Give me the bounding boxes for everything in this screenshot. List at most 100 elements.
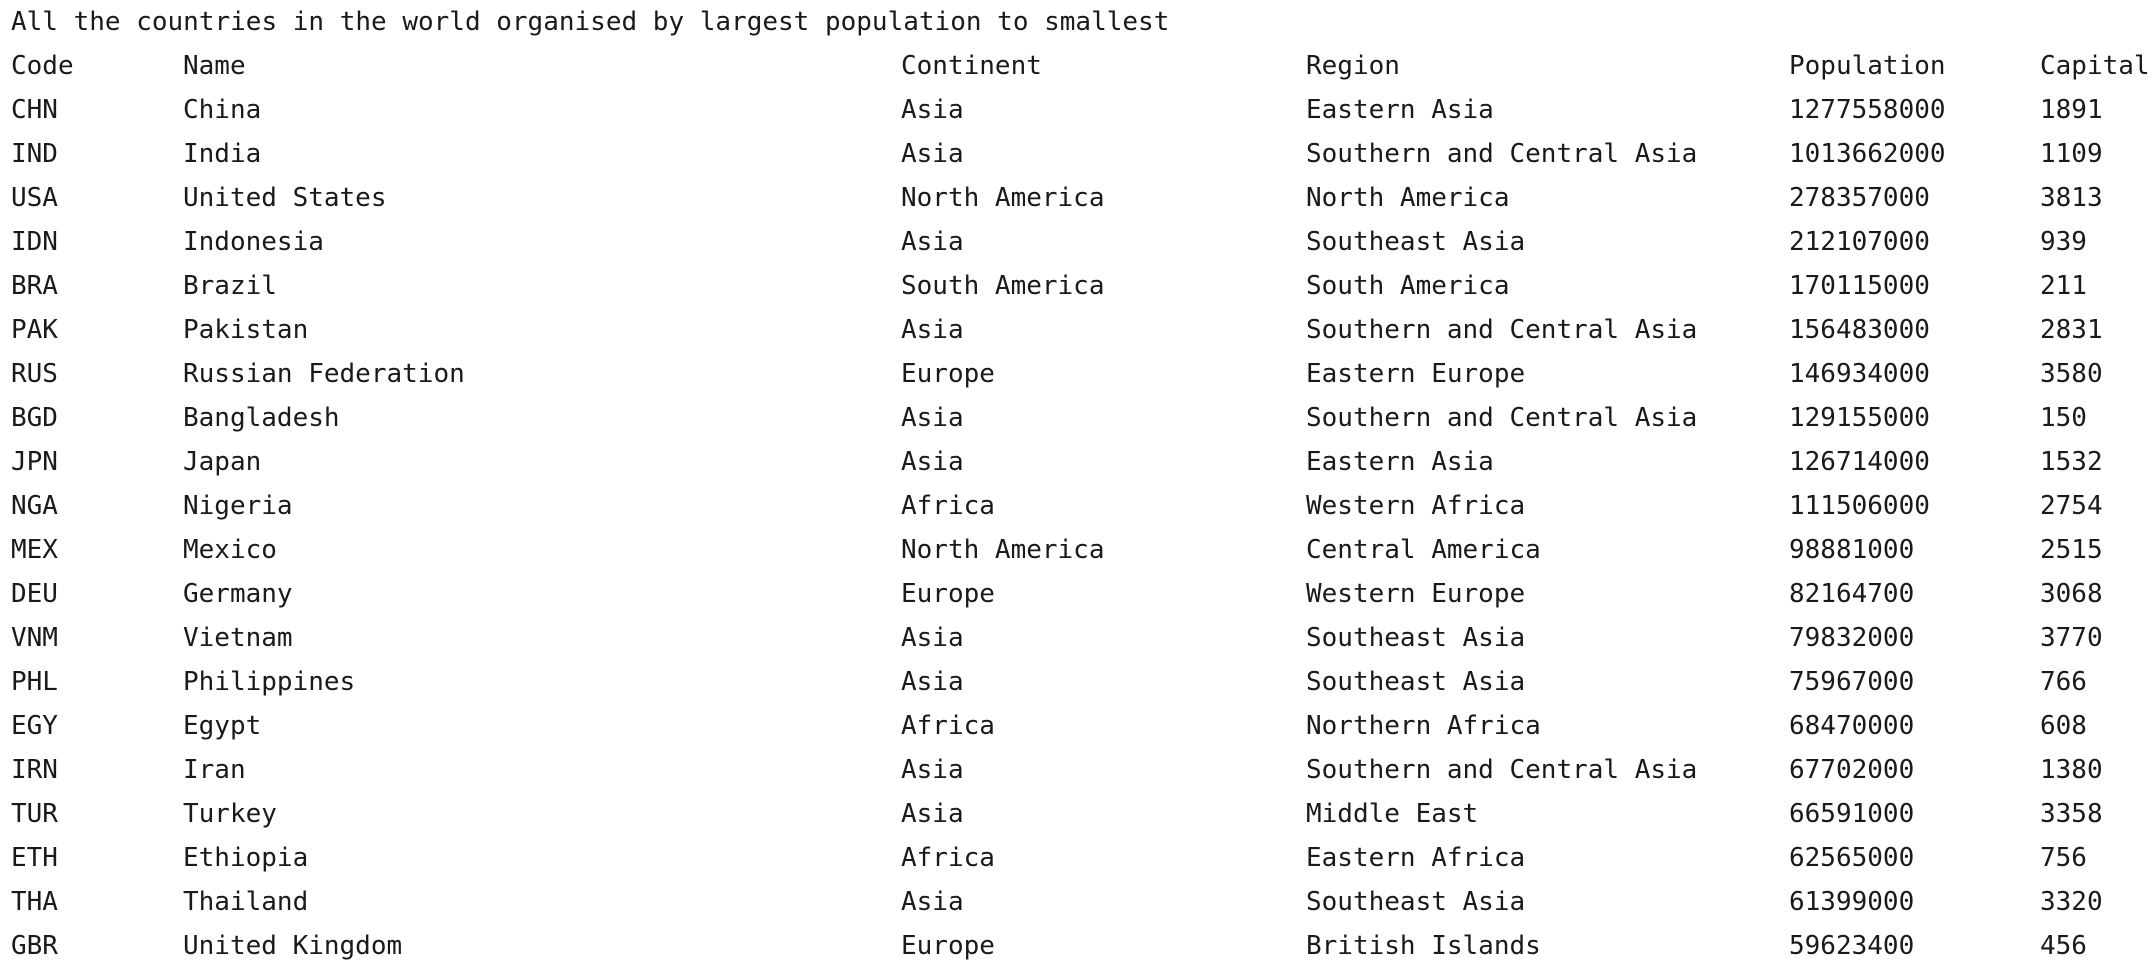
cell-region: Southeast Asia <box>1306 887 1526 917</box>
cell-population: 79832000 <box>1789 623 1915 653</box>
report-title: All the countries in the world organised… <box>11 7 1170 37</box>
cell-continent: South America <box>901 271 1105 301</box>
cell-code: ETH <box>11 843 58 873</box>
cell-population: 212107000 <box>1789 227 1930 257</box>
cell-region: North America <box>1306 183 1510 213</box>
cell-name: Vietnam <box>183 623 293 653</box>
cell-region: Southeast Asia <box>1306 227 1526 257</box>
cell-population: 1277558000 <box>1789 95 1946 125</box>
table-row: BGD Bangladesh Asia Southern and Central As… <box>11 396 2154 440</box>
cell-population: 146934000 <box>1789 359 1930 389</box>
table-row: THA Thailand Asia Southeast Asia 61399000 332… <box>11 880 2154 924</box>
cell-code: RUS <box>11 359 58 389</box>
cell-continent: Asia <box>901 623 964 653</box>
cell-capital: 3580 <box>2040 359 2103 389</box>
cell-continent: Asia <box>901 887 964 917</box>
table-row: MEX Mexico North America Central America 988… <box>11 528 2154 572</box>
cell-capital: 939 <box>2040 227 2087 257</box>
cell-population: 129155000 <box>1789 403 1930 433</box>
cell-name: Turkey <box>183 799 277 829</box>
cell-region: Southeast Asia <box>1306 623 1526 653</box>
cell-region: South America <box>1306 271 1510 301</box>
cell-population: 170115000 <box>1789 271 1930 301</box>
cell-code: BGD <box>11 403 58 433</box>
cell-region: Middle East <box>1306 799 1479 829</box>
cell-region: Western Europe <box>1306 579 1526 609</box>
cell-continent: Asia <box>901 95 964 125</box>
cell-name: United Kingdom <box>183 931 403 961</box>
cell-population: 156483000 <box>1789 315 1930 345</box>
cell-population: 111506000 <box>1789 491 1930 521</box>
table-row: GBR United Kingdom Europe British Islands 59… <box>11 924 2154 968</box>
table-row: TUR Turkey Asia Middle East 66591000 3358 <box>11 792 2154 836</box>
cell-capital: 1532 <box>2040 447 2103 477</box>
cell-code: IDN <box>11 227 58 257</box>
header-capital: Capital <box>2040 51 2150 81</box>
cell-continent: Asia <box>901 315 964 345</box>
cell-name: Thailand <box>183 887 309 917</box>
table-row: IDN Indonesia Asia Southeast Asia 212107000 9… <box>11 220 2154 264</box>
cell-name: Germany <box>183 579 293 609</box>
cell-continent: Europe <box>901 931 995 961</box>
cell-code: PHL <box>11 667 58 697</box>
cell-code: PAK <box>11 315 58 345</box>
table-row: DEU Germany Europe Western Europe 82164700 30… <box>11 572 2154 616</box>
cell-population: 75967000 <box>1789 667 1915 697</box>
cell-continent: Asia <box>901 139 964 169</box>
cell-region: Southern and Central Asia <box>1306 315 1698 345</box>
table-row: CHN China Asia Eastern Asia 1277558000 1891 <box>11 88 2154 132</box>
table-row: IND India Asia Southern and Central Asia 101… <box>11 132 2154 176</box>
cell-region: Southeast Asia <box>1306 667 1526 697</box>
cell-continent: Africa <box>901 843 995 873</box>
cell-population: 66591000 <box>1789 799 1915 829</box>
cell-name: Russian Federation <box>183 359 465 389</box>
cell-name: China <box>183 95 262 125</box>
cell-continent: Africa <box>901 491 995 521</box>
cell-capital: 608 <box>2040 711 2087 741</box>
cell-name: Indonesia <box>183 227 324 257</box>
cell-code: NGA <box>11 491 58 521</box>
cell-continent: Europe <box>901 359 995 389</box>
cell-capital: 3358 <box>2040 799 2103 829</box>
cell-continent: Asia <box>901 799 964 829</box>
cell-population: 1013662000 <box>1789 139 1946 169</box>
table-row: PAK Pakistan Asia Southern and Central Asia… <box>11 308 2154 352</box>
cell-continent: Europe <box>901 579 995 609</box>
cell-region: British Islands <box>1306 931 1541 961</box>
cell-population: 278357000 <box>1789 183 1930 213</box>
cell-code: VNM <box>11 623 58 653</box>
cell-code: JPN <box>11 447 58 477</box>
cell-code: USA <box>11 183 58 213</box>
cell-capital: 3813 <box>2040 183 2103 213</box>
cell-region: Eastern Asia <box>1306 447 1494 477</box>
cell-population: 98881000 <box>1789 535 1915 565</box>
cell-name: Brazil <box>183 271 277 301</box>
cell-code: DEU <box>11 579 58 609</box>
cell-continent: Asia <box>901 447 964 477</box>
table-row: PHL Philippines Asia Southeast Asia 75967000… <box>11 660 2154 704</box>
header-continent: Continent <box>901 51 1042 81</box>
cell-population: 82164700 <box>1789 579 1915 609</box>
cell-capital: 2515 <box>2040 535 2103 565</box>
cell-capital: 150 <box>2040 403 2087 433</box>
cell-population: 67702000 <box>1789 755 1915 785</box>
cell-capital: 756 <box>2040 843 2087 873</box>
cell-code: IRN <box>11 755 58 785</box>
cell-region: Southern and Central Asia <box>1306 403 1698 433</box>
cell-name: Bangladesh <box>183 403 340 433</box>
cell-capital: 1891 <box>2040 95 2103 125</box>
cell-name: Pakistan <box>183 315 309 345</box>
table-row: NGA Nigeria Africa Western Africa 111506000 2… <box>11 484 2154 528</box>
cell-capital: 211 <box>2040 271 2087 301</box>
table-row: VNM Vietnam Asia Southeast Asia 79832000 3770 <box>11 616 2154 660</box>
cell-continent: North America <box>901 183 1105 213</box>
header-region: Region <box>1306 51 1400 81</box>
cell-region: Eastern Europe <box>1306 359 1526 389</box>
cell-population: 126714000 <box>1789 447 1930 477</box>
table-row: RUS Russian Federation Europe Eastern Europ… <box>11 352 2154 396</box>
cell-region: Eastern Africa <box>1306 843 1526 873</box>
cell-region: Western Africa <box>1306 491 1526 521</box>
cell-continent: North America <box>901 535 1105 565</box>
cell-capital: 3770 <box>2040 623 2103 653</box>
cell-population: 62565000 <box>1789 843 1915 873</box>
